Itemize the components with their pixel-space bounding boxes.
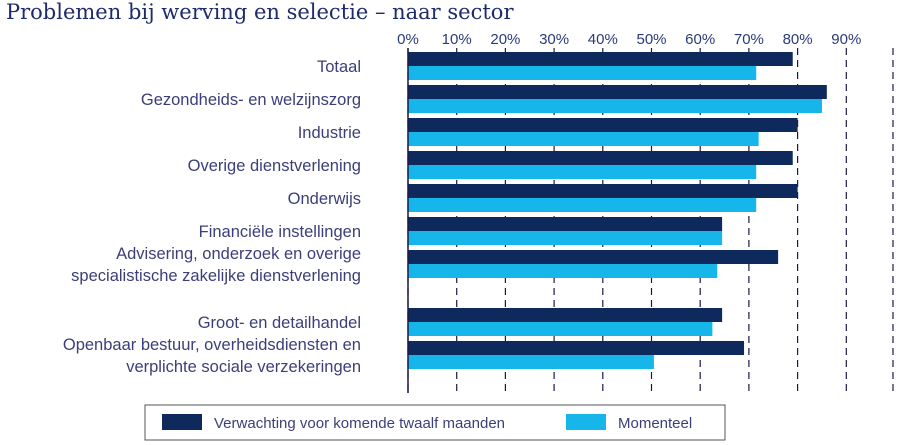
legend: Verwachting voor komende twaalf maanden M…: [144, 404, 726, 441]
category-label: Totaal: [317, 58, 361, 76]
category-label: Financiële instellingen: [199, 223, 361, 241]
bar-momenteel: [408, 264, 718, 278]
bar-momenteel: [408, 132, 759, 146]
x-tick-label: 20%: [490, 31, 520, 48]
bar-momenteel: [408, 355, 654, 369]
legend-frame: [144, 404, 726, 441]
bar-verwachting: [408, 341, 745, 355]
bar-verwachting: [408, 217, 723, 231]
x-tick-label: 10%: [442, 31, 472, 48]
category-label: Gezondheids- en welzijnszorg: [141, 91, 361, 109]
chart-title: Problemen bij werving en selectie – naar…: [6, 0, 514, 24]
category-labels: Totaal Gezondheids- en welzijnszorg Indust…: [63, 58, 361, 376]
x-tick-label: 0%: [397, 31, 419, 48]
category-label: Industrie: [298, 124, 361, 142]
legend-swatch: [566, 414, 606, 430]
category-label: Groot- en detailhandel: [198, 314, 361, 332]
x-axis-ticks: 0% 10% 20% 30% 40% 50% 60% 70% 80% 90%: [397, 31, 861, 48]
x-tick-label: 80%: [783, 31, 813, 48]
bar-verwachting: [408, 184, 798, 198]
bar-momenteel: [408, 99, 822, 113]
legend-swatch: [162, 414, 202, 430]
bar-verwachting: [408, 151, 793, 165]
bars: [408, 52, 827, 369]
bar-momenteel: [408, 198, 757, 212]
category-label: Onderwijs: [288, 190, 361, 208]
x-tick-label: 30%: [539, 31, 569, 48]
bar-verwachting: [408, 118, 798, 132]
bar-verwachting: [408, 308, 723, 322]
bar-momenteel: [408, 322, 713, 336]
bar-momenteel: [408, 231, 723, 245]
bar-momenteel: [408, 165, 757, 179]
bar-verwachting: [408, 85, 827, 99]
legend-label: Momenteel: [618, 415, 692, 432]
x-tick-label: 90%: [831, 31, 861, 48]
category-label: Advisering, onderzoek en overige speciali…: [71, 245, 361, 285]
bar-verwachting: [408, 250, 779, 264]
category-label: Overige dienstverlening: [188, 157, 361, 175]
legend-label: Verwachting voor komende twaalf maanden: [214, 415, 505, 432]
x-tick-label: 50%: [636, 31, 666, 48]
bar-verwachting: [408, 52, 793, 66]
x-tick-label: 60%: [685, 31, 715, 48]
category-label: Openbaar bestuur, overheidsdiensten en ve…: [63, 336, 361, 376]
bar-momenteel: [408, 66, 757, 80]
x-tick-label: 40%: [588, 31, 618, 48]
x-tick-label: 70%: [734, 31, 764, 48]
